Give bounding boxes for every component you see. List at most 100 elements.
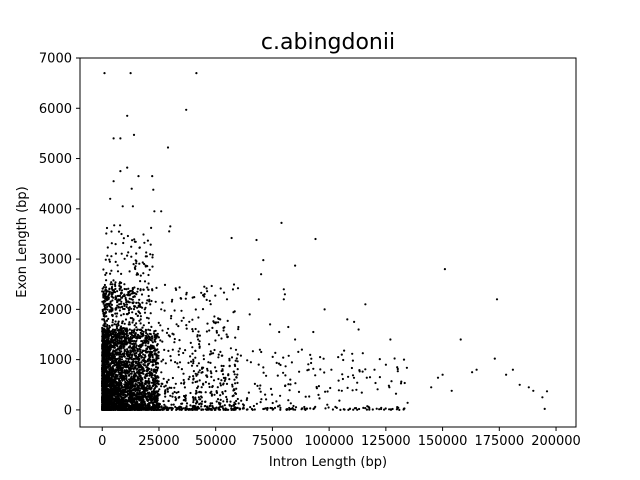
data-point (149, 312, 152, 315)
data-point (282, 371, 285, 374)
data-point (114, 281, 117, 284)
data-point (287, 325, 290, 329)
data-point (139, 407, 142, 410)
data-point (142, 330, 145, 333)
data-point (129, 341, 132, 344)
data-point (351, 359, 354, 362)
data-point (200, 386, 203, 389)
data-point (144, 377, 147, 380)
data-point (164, 362, 167, 365)
data-point (110, 385, 114, 388)
data-point (307, 368, 310, 371)
data-point (217, 334, 220, 337)
chart-title: c.abingdonii (261, 30, 395, 55)
data-point (144, 404, 147, 407)
data-point (142, 233, 145, 236)
data-point (116, 400, 119, 403)
data-point (106, 403, 109, 406)
data-point (387, 384, 390, 387)
data-point (226, 408, 229, 411)
data-point (108, 258, 111, 261)
data-point (279, 363, 282, 367)
data-point (384, 363, 387, 366)
data-point (148, 332, 151, 335)
data-point (346, 318, 349, 321)
data-point (121, 205, 124, 208)
data-point (104, 258, 107, 261)
data-point (348, 407, 352, 410)
data-point (282, 288, 285, 291)
data-point (152, 407, 155, 410)
data-point (207, 382, 211, 385)
data-point (146, 350, 149, 353)
data-point (136, 306, 139, 309)
data-point (242, 404, 245, 407)
data-point (107, 347, 110, 351)
data-point (236, 406, 239, 409)
y-tick-label: 7000 (39, 52, 72, 67)
data-point (195, 400, 199, 403)
data-point (191, 328, 194, 331)
data-point (125, 327, 128, 330)
data-point (149, 373, 152, 376)
data-point (117, 402, 120, 405)
data-point (269, 323, 272, 326)
data-point (136, 314, 139, 317)
data-point (192, 375, 195, 378)
data-point (150, 347, 153, 350)
data-point (116, 332, 119, 335)
data-point (116, 382, 119, 386)
data-point (221, 405, 224, 408)
data-point (105, 354, 108, 357)
data-point (164, 391, 167, 394)
data-point (135, 262, 138, 265)
data-point (143, 311, 147, 314)
data-point (102, 293, 105, 297)
data-point (214, 294, 217, 297)
data-point (137, 175, 140, 178)
data-point (105, 408, 108, 411)
data-point (150, 335, 153, 338)
data-point (162, 358, 165, 361)
data-point (177, 390, 180, 394)
data-point (123, 370, 127, 373)
data-point (117, 230, 121, 233)
data-point (120, 353, 123, 356)
data-point (234, 402, 237, 406)
data-point (326, 390, 329, 393)
data-point (204, 391, 207, 394)
data-point (337, 356, 340, 359)
data-point (149, 303, 152, 306)
data-point (297, 350, 300, 353)
data-point (154, 368, 158, 371)
data-point (152, 392, 155, 396)
data-point (104, 311, 108, 314)
data-point (167, 349, 170, 352)
data-point (115, 399, 118, 402)
data-point (192, 362, 195, 365)
data-point (150, 386, 153, 389)
data-point (127, 287, 130, 290)
x-tick-label: 150000 (418, 434, 468, 449)
data-point (105, 338, 108, 341)
data-point (125, 369, 128, 372)
data-point (205, 287, 208, 290)
data-point (207, 361, 210, 364)
data-point (202, 354, 205, 357)
data-point (122, 241, 125, 245)
data-point (118, 349, 121, 352)
data-point (189, 391, 192, 395)
data-point (158, 388, 161, 391)
data-point (140, 399, 144, 402)
data-point (356, 408, 359, 411)
data-point (124, 333, 127, 336)
data-point (133, 328, 136, 331)
data-point (114, 385, 117, 388)
data-point (157, 357, 160, 360)
data-point (126, 312, 129, 316)
data-point (134, 367, 137, 370)
data-point (107, 390, 111, 393)
data-point (368, 376, 372, 379)
data-point (104, 378, 107, 381)
data-point (234, 406, 237, 409)
